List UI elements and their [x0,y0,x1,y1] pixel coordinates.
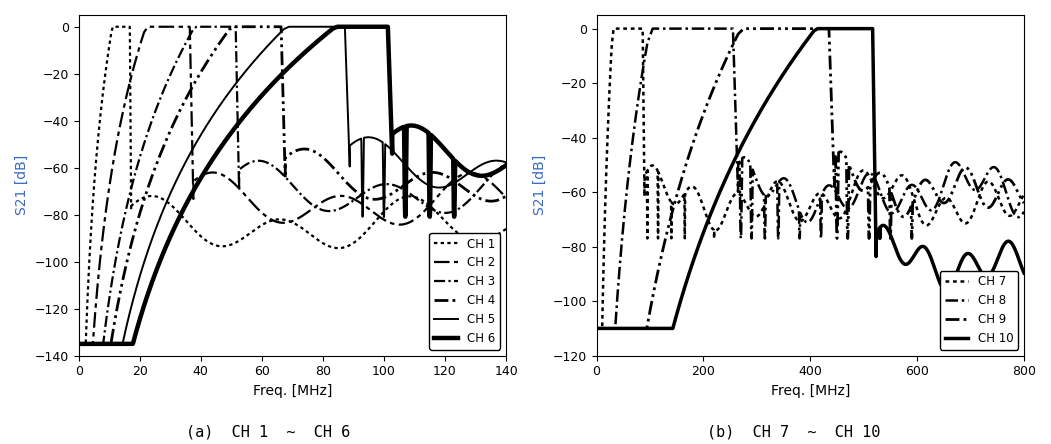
X-axis label: Freq. [MHz]: Freq. [MHz] [770,384,850,398]
Y-axis label: S21 [dB]: S21 [dB] [533,155,547,215]
Text: (a)  CH 1  ~  CH 6: (a) CH 1 ~ CH 6 [186,424,350,440]
X-axis label: Freq. [MHz]: Freq. [MHz] [252,384,332,398]
Legend: CH 7, CH 8, CH 9, CH 10: CH 7, CH 8, CH 9, CH 10 [940,270,1018,350]
Text: (b)  CH 7  ~  CH 10: (b) CH 7 ~ CH 10 [707,424,880,440]
Legend: CH 1, CH 2, CH 3, CH 4, CH 5, CH 6: CH 1, CH 2, CH 3, CH 4, CH 5, CH 6 [430,233,500,350]
Y-axis label: S21 [dB]: S21 [dB] [15,155,29,215]
